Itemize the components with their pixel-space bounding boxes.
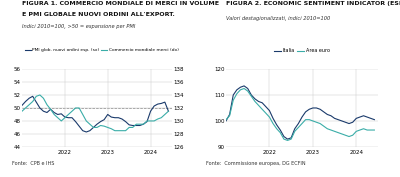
Legend: PMI glob. nuovi ordini esp. (sx), Commercio mondiale merci (dx): PMI glob. nuovi ordini esp. (sx), Commer…	[23, 46, 180, 54]
Text: Fonte:  Commissione europea, DG ECFIN: Fonte: Commissione europea, DG ECFIN	[206, 161, 306, 166]
Text: FIGURA 1. COMMERCIO MONDIALE DI MERCI IN VOLUME: FIGURA 1. COMMERCIO MONDIALE DI MERCI IN…	[22, 1, 219, 6]
Legend: Italia, Area euro: Italia, Area euro	[272, 47, 332, 55]
Text: Fonte:  CPB e IHS: Fonte: CPB e IHS	[12, 161, 54, 166]
Text: E PMI GLOBALE NUOVI ORDINI ALL'EXPORT.: E PMI GLOBALE NUOVI ORDINI ALL'EXPORT.	[22, 12, 175, 17]
Text: FIGURA 2. ECONOMIC SENTIMENT INDICATOR (ESI).: FIGURA 2. ECONOMIC SENTIMENT INDICATOR (…	[226, 1, 400, 6]
Text: Valori destagionalizzati, indici 2010=100: Valori destagionalizzati, indici 2010=10…	[226, 16, 330, 21]
Text: Indici 2010=100, >50 = espansione per PMI: Indici 2010=100, >50 = espansione per PM…	[22, 24, 135, 29]
